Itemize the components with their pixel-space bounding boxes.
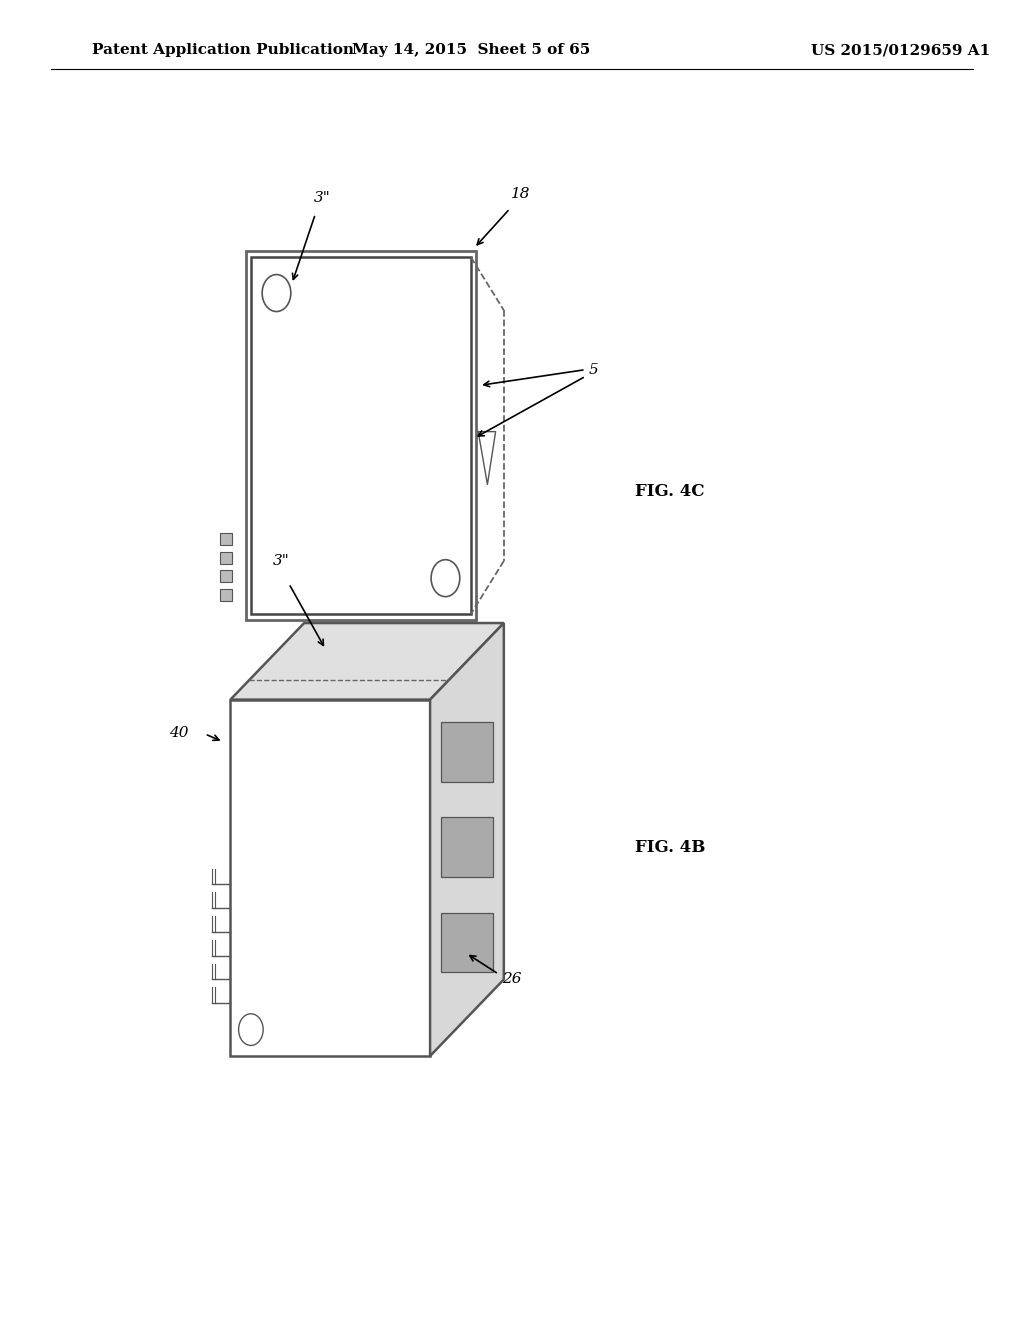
Text: Patent Application Publication: Patent Application Publication <box>92 44 354 57</box>
Text: FIG. 4B: FIG. 4B <box>635 840 706 855</box>
Bar <box>257 265 465 606</box>
Bar <box>251 257 471 614</box>
Text: 26: 26 <box>502 973 522 986</box>
Bar <box>230 700 430 1056</box>
Text: 18: 18 <box>510 186 530 201</box>
Polygon shape <box>430 623 504 1056</box>
Polygon shape <box>441 722 493 781</box>
Text: 3": 3" <box>314 190 331 205</box>
Polygon shape <box>230 623 504 700</box>
Text: 40: 40 <box>169 726 189 739</box>
Bar <box>246 251 476 620</box>
Text: May 14, 2015  Sheet 5 of 65: May 14, 2015 Sheet 5 of 65 <box>352 44 590 57</box>
Bar <box>220 533 232 545</box>
Polygon shape <box>441 817 493 876</box>
Text: FIG. 4C: FIG. 4C <box>635 483 705 499</box>
Bar <box>220 552 232 564</box>
Text: 5: 5 <box>589 363 599 376</box>
Bar <box>220 570 232 582</box>
Text: US 2015/0129659 A1: US 2015/0129659 A1 <box>811 44 991 57</box>
Text: 3": 3" <box>273 553 290 568</box>
Polygon shape <box>441 912 493 972</box>
Bar <box>220 589 232 601</box>
